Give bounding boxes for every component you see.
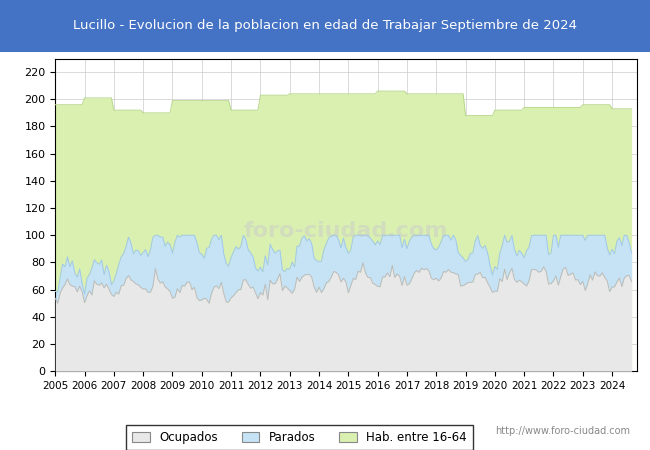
Text: http://www.foro-ciudad.com: http://www.foro-ciudad.com <box>495 427 630 436</box>
Text: Lucillo - Evolucion de la poblacion en edad de Trabajar Septiembre de 2024: Lucillo - Evolucion de la poblacion en e… <box>73 19 577 32</box>
Legend: Ocupados, Parados, Hab. entre 16-64: Ocupados, Parados, Hab. entre 16-64 <box>126 425 473 450</box>
Text: foro-ciudad.com: foro-ciudad.com <box>244 220 448 240</box>
